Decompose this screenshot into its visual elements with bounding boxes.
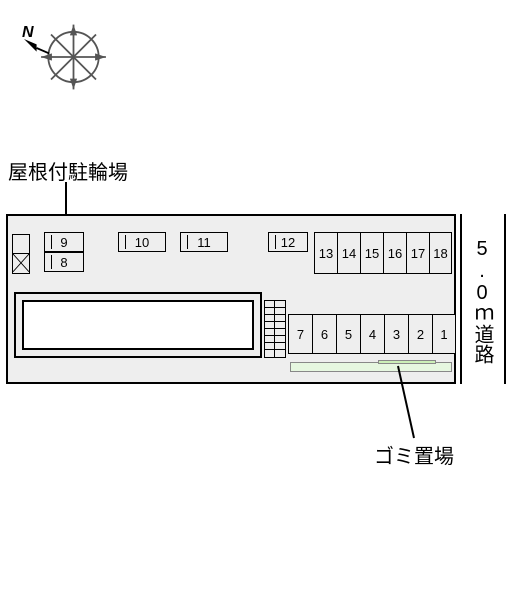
compass-n-label: N (22, 24, 34, 42)
road-width-label: 5.0ｍ道路 (468, 238, 497, 364)
parking-cell: 13 (314, 232, 337, 274)
compass: N (24, 12, 114, 102)
parking-cell: 5 (336, 314, 360, 354)
parking-box-10: 10 (118, 232, 166, 252)
compass-icon (24, 12, 114, 102)
parking-box-11: 11 (180, 232, 228, 252)
site-plan-canvas: N 屋根付駐輪場 9 8 10 11 12 13 14 15 16 17 18 (0, 0, 510, 600)
parking-box-12: 12 (268, 232, 308, 252)
covered-bike-parking-label: 屋根付駐輪場 (8, 156, 128, 185)
road-line-left (460, 214, 462, 384)
parking-cell: 7 (288, 314, 312, 354)
road-line-right (504, 214, 506, 384)
parking-cell: 17 (406, 232, 429, 274)
parking-box-9: 9 (44, 232, 84, 252)
building (14, 292, 262, 358)
trash-area-label: ゴミ置場 (374, 440, 454, 469)
parking-box-8: 8 (44, 252, 84, 272)
parking-cell: 16 (383, 232, 406, 274)
parking-cell: 3 (384, 314, 408, 354)
parking-cell: 14 (337, 232, 360, 274)
parking-row-lower: 7 6 5 4 3 2 1 (288, 314, 456, 354)
parking-cell: 6 (312, 314, 336, 354)
parking-cell: 18 (429, 232, 452, 274)
utility-box (12, 234, 30, 274)
parking-row-upper: 13 14 15 16 17 18 (314, 232, 452, 274)
stairs (264, 300, 286, 358)
trash-bar (378, 360, 436, 364)
parking-cell: 15 (360, 232, 383, 274)
parking-cell: 2 (408, 314, 432, 354)
parking-cell: 4 (360, 314, 384, 354)
parking-cell: 1 (432, 314, 456, 354)
building-inner (22, 300, 254, 350)
